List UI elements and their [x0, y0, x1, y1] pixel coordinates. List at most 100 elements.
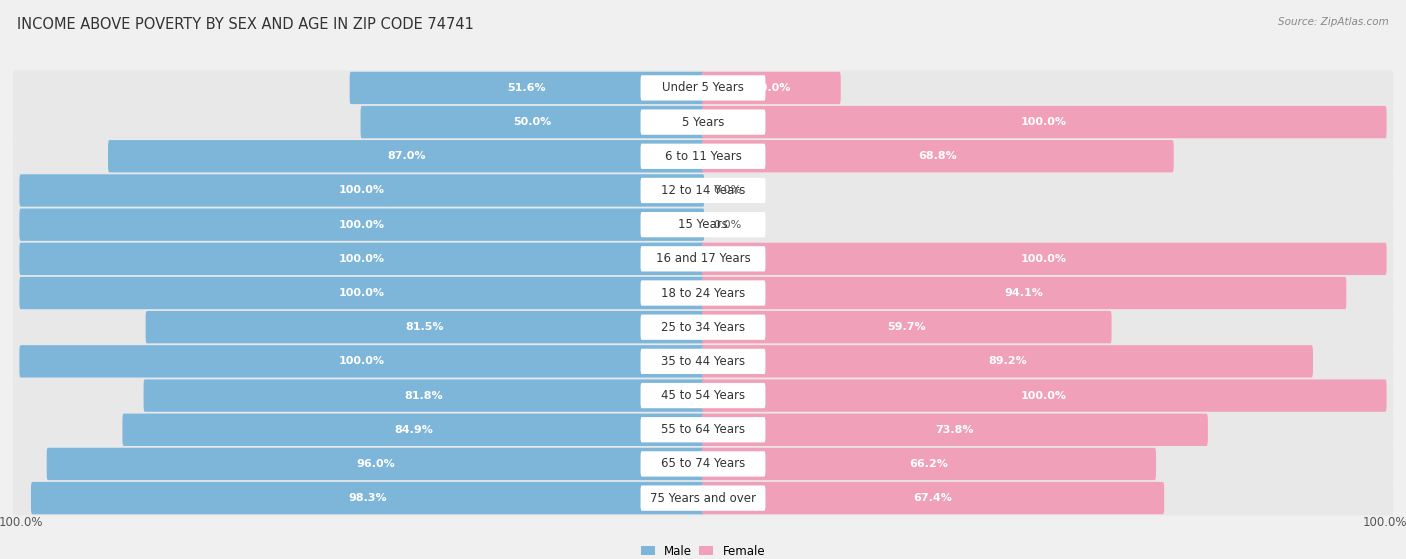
Text: 0.0%: 0.0% [713, 186, 741, 196]
FancyBboxPatch shape [641, 144, 765, 169]
Text: 25 to 34 Years: 25 to 34 Years [661, 321, 745, 334]
FancyBboxPatch shape [143, 380, 704, 412]
Text: 100.0%: 100.0% [0, 516, 44, 529]
Text: 96.0%: 96.0% [356, 459, 395, 469]
Text: 100.0%: 100.0% [339, 220, 385, 230]
FancyBboxPatch shape [641, 246, 765, 272]
FancyBboxPatch shape [20, 345, 704, 378]
Text: 66.2%: 66.2% [910, 459, 948, 469]
Text: 100.0%: 100.0% [1021, 254, 1067, 264]
Text: 100.0%: 100.0% [339, 254, 385, 264]
FancyBboxPatch shape [702, 311, 1112, 343]
FancyBboxPatch shape [146, 311, 1112, 343]
Text: Under 5 Years: Under 5 Years [662, 82, 744, 94]
Text: 20.0%: 20.0% [752, 83, 790, 93]
FancyBboxPatch shape [46, 448, 704, 480]
FancyBboxPatch shape [641, 485, 765, 511]
FancyBboxPatch shape [641, 451, 765, 477]
FancyBboxPatch shape [702, 380, 1386, 412]
FancyBboxPatch shape [641, 75, 765, 101]
FancyBboxPatch shape [702, 140, 1174, 173]
Text: 65 to 74 Years: 65 to 74 Years [661, 457, 745, 471]
Text: 6 to 11 Years: 6 to 11 Years [665, 150, 741, 163]
FancyBboxPatch shape [13, 413, 1393, 447]
FancyBboxPatch shape [702, 482, 1164, 514]
Text: INCOME ABOVE POVERTY BY SEX AND AGE IN ZIP CODE 74741: INCOME ABOVE POVERTY BY SEX AND AGE IN Z… [17, 17, 474, 32]
Text: 67.4%: 67.4% [914, 493, 952, 503]
Text: 16 and 17 Years: 16 and 17 Years [655, 252, 751, 266]
FancyBboxPatch shape [20, 345, 1313, 378]
Text: 45 to 54 Years: 45 to 54 Years [661, 389, 745, 402]
Text: 89.2%: 89.2% [988, 357, 1026, 366]
FancyBboxPatch shape [20, 243, 704, 275]
Text: 100.0%: 100.0% [1362, 516, 1406, 529]
Text: Source: ZipAtlas.com: Source: ZipAtlas.com [1278, 17, 1389, 27]
Text: 87.0%: 87.0% [387, 151, 426, 162]
Text: 15 Years: 15 Years [678, 218, 728, 231]
FancyBboxPatch shape [46, 448, 1156, 480]
FancyBboxPatch shape [31, 482, 1164, 514]
FancyBboxPatch shape [146, 311, 704, 343]
Text: 59.7%: 59.7% [887, 322, 927, 332]
Text: 100.0%: 100.0% [339, 357, 385, 366]
Text: 100.0%: 100.0% [339, 288, 385, 298]
FancyBboxPatch shape [13, 207, 1393, 242]
FancyBboxPatch shape [641, 417, 765, 442]
Text: 73.8%: 73.8% [935, 425, 974, 435]
FancyBboxPatch shape [360, 106, 704, 138]
FancyBboxPatch shape [13, 344, 1393, 379]
FancyBboxPatch shape [13, 105, 1393, 140]
FancyBboxPatch shape [20, 174, 704, 207]
Text: 100.0%: 100.0% [339, 186, 385, 196]
Text: 12 to 14 Years: 12 to 14 Years [661, 184, 745, 197]
FancyBboxPatch shape [641, 281, 765, 306]
Text: 84.9%: 84.9% [394, 425, 433, 435]
FancyBboxPatch shape [702, 277, 1347, 309]
FancyBboxPatch shape [20, 277, 1347, 309]
FancyBboxPatch shape [20, 174, 704, 207]
FancyBboxPatch shape [641, 349, 765, 374]
Text: 68.8%: 68.8% [918, 151, 957, 162]
Text: 100.0%: 100.0% [1021, 117, 1067, 127]
Text: 18 to 24 Years: 18 to 24 Years [661, 287, 745, 300]
FancyBboxPatch shape [20, 209, 704, 241]
FancyBboxPatch shape [13, 447, 1393, 481]
Text: 35 to 44 Years: 35 to 44 Years [661, 355, 745, 368]
FancyBboxPatch shape [13, 173, 1393, 208]
FancyBboxPatch shape [20, 243, 1386, 275]
FancyBboxPatch shape [641, 178, 765, 203]
FancyBboxPatch shape [702, 72, 841, 104]
FancyBboxPatch shape [31, 482, 704, 514]
Text: 94.1%: 94.1% [1005, 288, 1043, 298]
FancyBboxPatch shape [360, 106, 1386, 138]
Text: 55 to 64 Years: 55 to 64 Years [661, 423, 745, 436]
Text: 50.0%: 50.0% [513, 117, 551, 127]
Text: 81.8%: 81.8% [405, 391, 443, 401]
FancyBboxPatch shape [641, 315, 765, 340]
Text: 75 Years and over: 75 Years and over [650, 491, 756, 505]
FancyBboxPatch shape [350, 72, 841, 104]
FancyBboxPatch shape [702, 243, 1386, 275]
FancyBboxPatch shape [350, 72, 704, 104]
Text: 81.5%: 81.5% [406, 322, 444, 332]
Text: 51.6%: 51.6% [508, 83, 547, 93]
Legend: Male, Female: Male, Female [636, 540, 770, 559]
FancyBboxPatch shape [20, 209, 704, 241]
Text: 0.0%: 0.0% [713, 220, 741, 230]
FancyBboxPatch shape [20, 277, 704, 309]
FancyBboxPatch shape [702, 448, 1156, 480]
FancyBboxPatch shape [122, 414, 704, 446]
FancyBboxPatch shape [702, 414, 1208, 446]
FancyBboxPatch shape [702, 345, 1313, 378]
FancyBboxPatch shape [122, 414, 1208, 446]
Text: 100.0%: 100.0% [1021, 391, 1067, 401]
FancyBboxPatch shape [641, 212, 765, 237]
Text: 98.3%: 98.3% [349, 493, 387, 503]
FancyBboxPatch shape [13, 310, 1393, 345]
FancyBboxPatch shape [108, 140, 704, 173]
FancyBboxPatch shape [13, 241, 1393, 276]
FancyBboxPatch shape [108, 140, 1174, 173]
FancyBboxPatch shape [13, 139, 1393, 174]
FancyBboxPatch shape [143, 380, 1386, 412]
Text: 5 Years: 5 Years [682, 116, 724, 129]
